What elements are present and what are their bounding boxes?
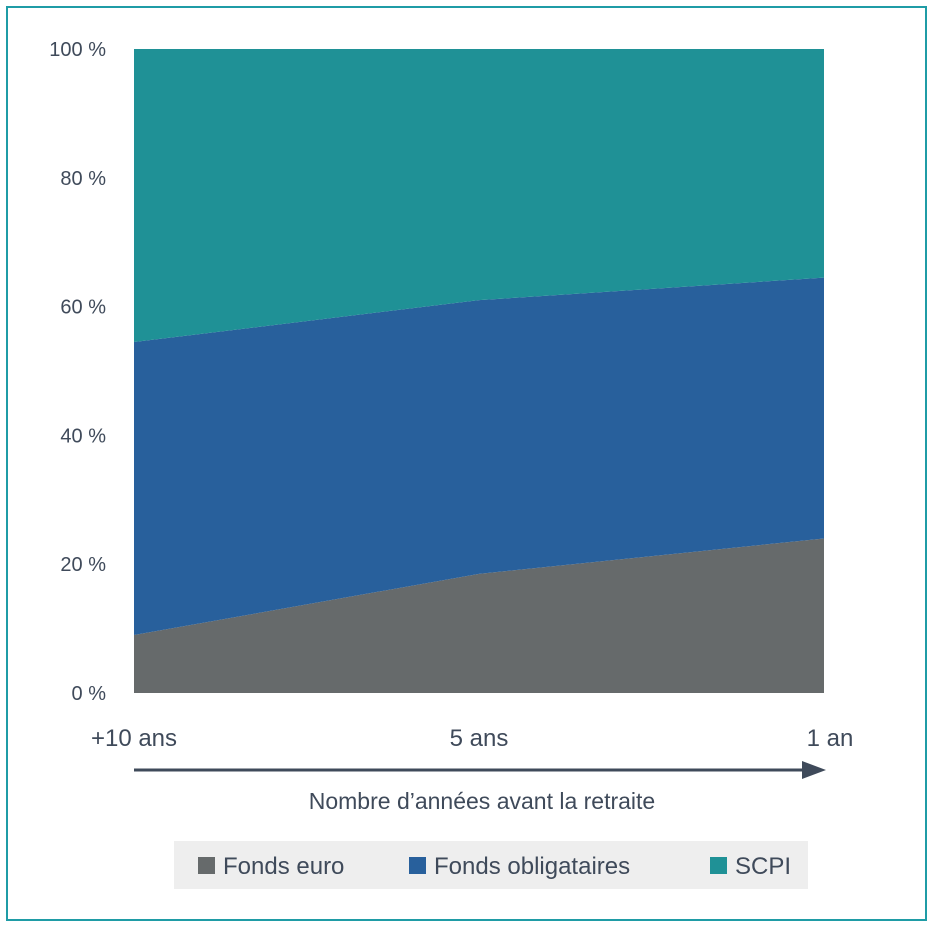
x-tick-label: 5 ans <box>450 725 509 752</box>
area-series-0 <box>134 538 824 693</box>
legend-label: SCPI <box>735 853 791 880</box>
y-tick-label: 20 % <box>60 554 106 576</box>
y-tick-label: 100 % <box>49 39 106 61</box>
y-tick-label: 0 % <box>72 683 107 705</box>
x-tick-label: +10 ans <box>91 725 177 752</box>
area-series-1 <box>134 277 824 636</box>
y-axis-ticks: 0 % 20 % 40 % 60 % 80 % 100 % <box>49 39 106 705</box>
legend-label: Fonds euro <box>223 853 344 880</box>
legend-swatch <box>710 857 727 874</box>
x-axis-arrow <box>134 761 826 779</box>
x-tick-label: 1 an <box>807 725 854 752</box>
y-tick-label: 40 % <box>60 425 106 447</box>
legend-swatch <box>409 857 426 874</box>
y-tick-label: 60 % <box>60 297 106 319</box>
area-layer <box>134 49 824 693</box>
x-axis-arrowhead <box>802 761 826 779</box>
x-axis-label: Nombre d’années avant la retraite <box>309 788 655 814</box>
legend: Fonds euro Fonds obligataires SCPI <box>198 853 791 880</box>
legend-box <box>174 841 808 889</box>
area-series-2 <box>134 49 824 343</box>
legend-swatch <box>198 857 215 874</box>
legend-label: Fonds obligataires <box>434 853 630 880</box>
y-tick-label: 80 % <box>60 168 106 190</box>
x-axis-ticks: +10 ans 5 ans 1 an <box>91 725 853 752</box>
